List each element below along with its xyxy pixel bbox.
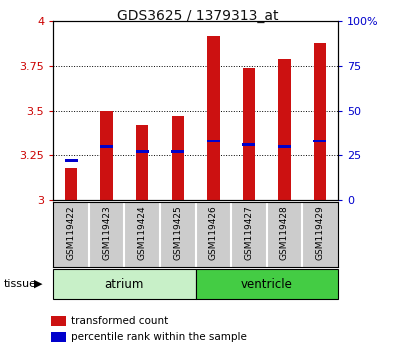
Text: transformed count: transformed count — [71, 316, 168, 326]
Bar — [278, 59, 291, 200]
Text: percentile rank within the sample: percentile rank within the sample — [71, 332, 247, 342]
Text: ventricle: ventricle — [241, 278, 293, 291]
Text: GSM119424: GSM119424 — [138, 205, 147, 260]
Bar — [171, 116, 184, 200]
Text: GSM119428: GSM119428 — [280, 205, 289, 260]
Text: GSM119429: GSM119429 — [316, 205, 324, 260]
Text: ▶: ▶ — [34, 279, 42, 289]
Text: GSM119422: GSM119422 — [67, 205, 75, 260]
Text: tissue: tissue — [4, 279, 37, 289]
Bar — [100, 110, 113, 200]
Bar — [313, 139, 327, 142]
Bar — [242, 143, 256, 146]
Bar — [207, 139, 220, 142]
Bar — [135, 150, 149, 153]
Text: GSM119427: GSM119427 — [245, 205, 253, 260]
Bar — [100, 145, 113, 148]
Text: GSM119423: GSM119423 — [102, 205, 111, 260]
Bar — [278, 145, 291, 148]
Text: GDS3625 / 1379313_at: GDS3625 / 1379313_at — [117, 9, 278, 23]
Bar — [196, 269, 338, 299]
Bar — [65, 168, 77, 200]
Bar — [136, 125, 149, 200]
Text: GSM119426: GSM119426 — [209, 205, 218, 260]
Text: GSM119425: GSM119425 — [173, 205, 182, 260]
Bar — [243, 68, 255, 200]
Bar — [64, 159, 78, 162]
Bar — [207, 35, 220, 200]
Text: atrium: atrium — [105, 278, 144, 291]
Bar — [314, 43, 326, 200]
Bar — [171, 150, 184, 153]
Bar — [53, 269, 196, 299]
